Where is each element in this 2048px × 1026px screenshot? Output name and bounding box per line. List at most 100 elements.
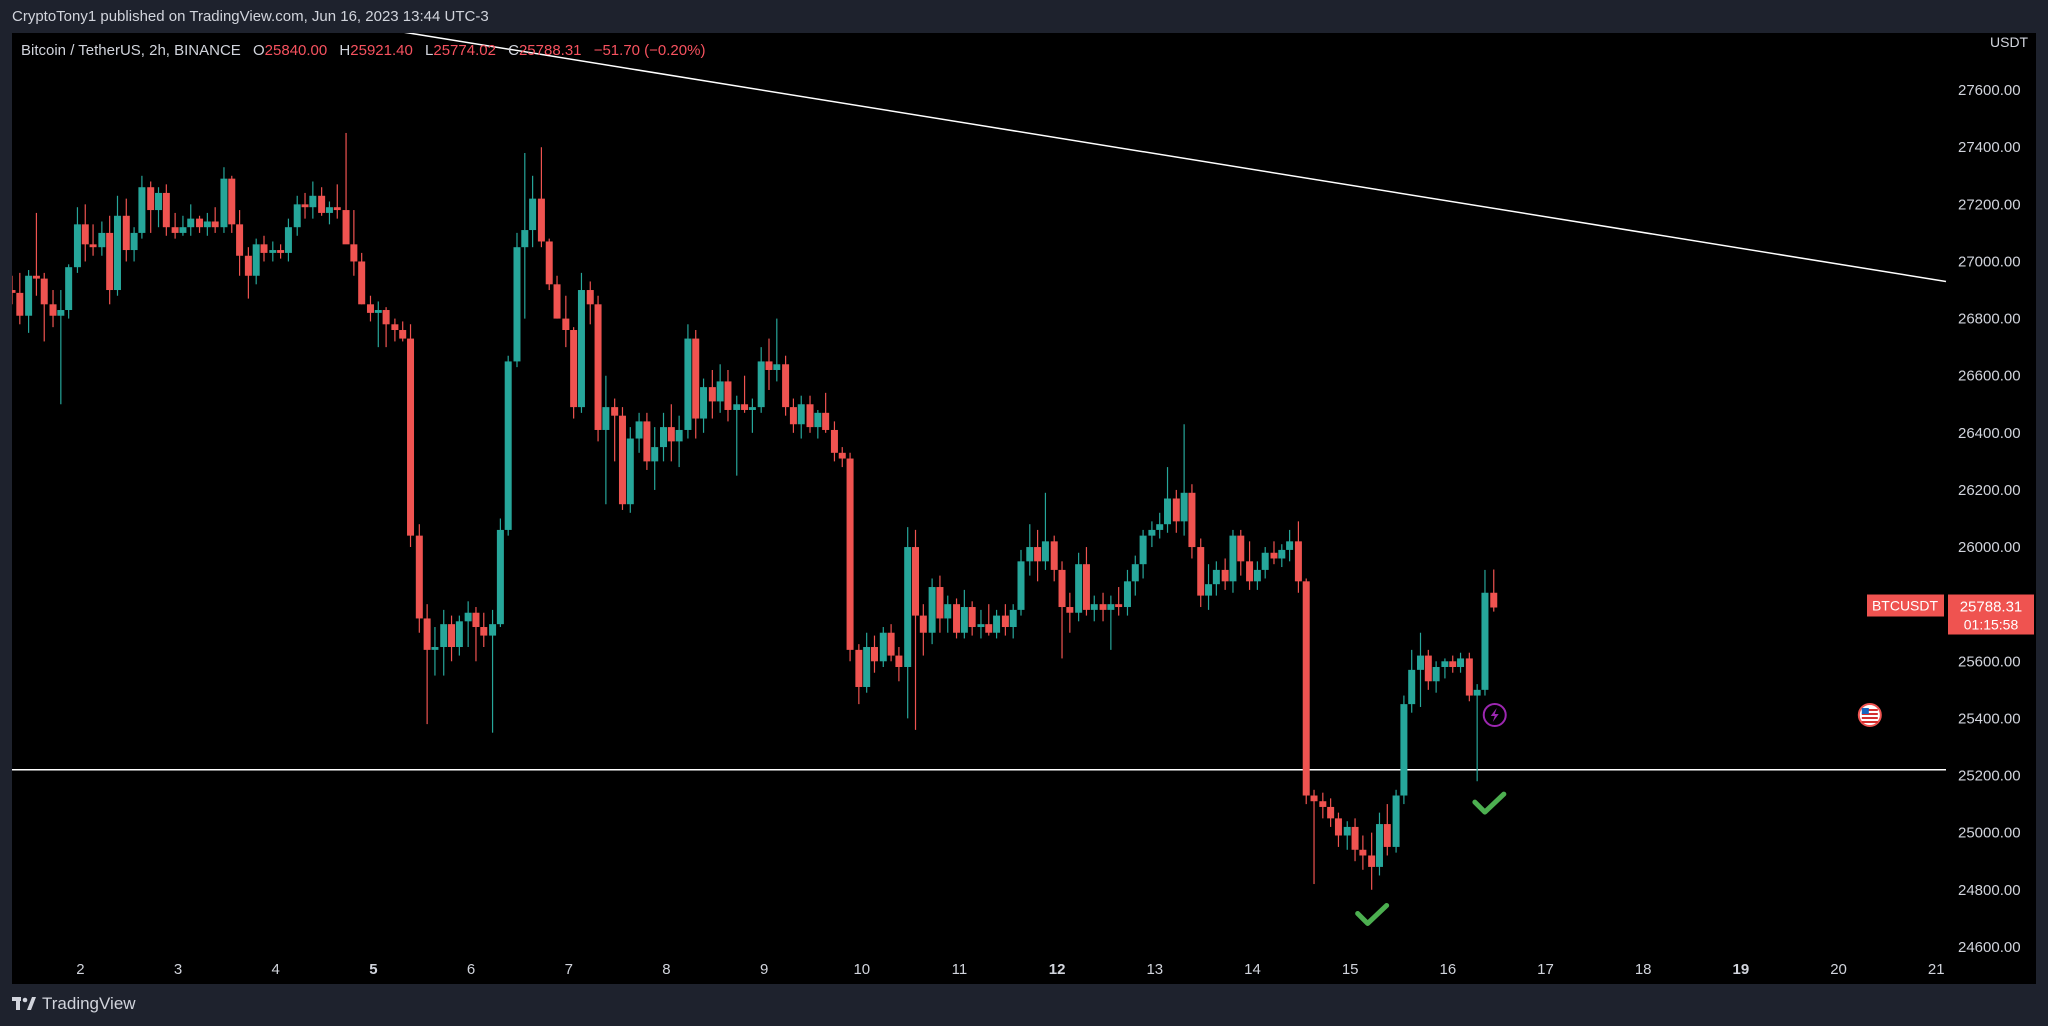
candle: [122, 198, 130, 262]
candle-body: [228, 178, 236, 225]
y-tick-label: 26000.00: [1958, 539, 2021, 556]
candle: [244, 247, 252, 299]
candle: [1359, 835, 1367, 870]
candle-body: [220, 178, 228, 228]
candle: [602, 375, 610, 505]
candle: [570, 327, 578, 419]
candle: [789, 398, 797, 433]
y-tick-label: 25000.00: [1958, 825, 2021, 842]
us-flag-icon-stripe: [1861, 717, 1878, 719]
legend-open: 25840.00: [264, 42, 328, 59]
candle: [1221, 558, 1229, 590]
candle: [741, 375, 749, 413]
candle-body: [1359, 849, 1367, 856]
candle-body: [789, 407, 797, 425]
legend-high: 25921.40: [350, 42, 413, 59]
candle-body: [1229, 535, 1237, 582]
candle-body: [455, 621, 463, 648]
candle-body: [244, 255, 252, 276]
candle-body: [1050, 541, 1058, 570]
candle: [1392, 789, 1400, 853]
candle: [521, 152, 529, 319]
y-tick-label: 24800.00: [1958, 882, 2021, 899]
candle: [162, 184, 170, 236]
candle: [684, 324, 692, 439]
chart-area[interactable]: USDT 24600.00 24800.00 25000.00 25200.00 2540…: [12, 33, 2036, 984]
candle: [333, 184, 341, 219]
candle: [269, 241, 277, 262]
candle: [594, 295, 602, 442]
candle: [651, 427, 659, 490]
candle: [863, 632, 871, 693]
candle-body: [138, 187, 146, 233]
us-flag-icon-stripe: [1861, 721, 1878, 723]
candle-body: [1261, 552, 1269, 570]
candle: [489, 609, 497, 733]
candle-body: [1343, 826, 1351, 836]
candle: [106, 215, 114, 305]
candle: [553, 275, 561, 319]
candle-body: [1481, 592, 1489, 690]
y-tick-label: 27400.00: [1958, 139, 2021, 156]
candle: [1302, 578, 1310, 805]
candle: [1058, 561, 1066, 659]
candle: [16, 272, 24, 325]
candle-body: [236, 224, 244, 256]
candle-body: [936, 587, 944, 619]
candle: [415, 524, 423, 633]
candle-body: [1034, 547, 1042, 562]
candle-body: [870, 647, 878, 662]
candle-body: [1131, 564, 1139, 582]
legend-close-label: C: [508, 42, 519, 59]
candle: [358, 252, 366, 305]
candle-body: [684, 338, 692, 430]
legend-symbol: Bitcoin / TetherUS, 2h, BINANCE: [21, 42, 241, 59]
candle-body: [1197, 547, 1205, 596]
candle: [236, 210, 244, 276]
candle: [382, 307, 390, 348]
candle: [1383, 804, 1391, 856]
candle-body: [171, 227, 179, 233]
candle: [765, 338, 773, 390]
candle: [504, 355, 512, 536]
candle-body: [504, 361, 512, 530]
candle-body: [700, 387, 708, 419]
candle-body: [40, 278, 48, 305]
candle: [309, 181, 317, 219]
candle-body: [1294, 541, 1302, 582]
candle: [1424, 649, 1432, 690]
us-flag-icon-stripe: [1861, 709, 1878, 711]
candle: [138, 175, 146, 239]
tradingview-brand[interactable]: TradingView: [12, 994, 136, 1014]
candle: [399, 321, 407, 342]
candle: [643, 412, 651, 470]
candle: [944, 595, 952, 633]
candle-body: [325, 207, 333, 213]
candle: [147, 181, 155, 233]
candle: [1441, 658, 1449, 679]
candle-body: [887, 632, 895, 656]
checkmark-icon: [1472, 791, 1507, 815]
candle-body: [284, 227, 292, 253]
candle: [1139, 529, 1147, 579]
y-tick-label: 25200.00: [1958, 768, 2021, 785]
candle: [220, 167, 228, 233]
candle-body: [977, 624, 985, 628]
candle: [1082, 547, 1090, 616]
candle: [919, 604, 927, 656]
candle: [1050, 535, 1058, 582]
candle-body: [521, 230, 529, 248]
candle-body: [122, 215, 130, 251]
candle-body: [830, 429, 838, 453]
candle: [480, 612, 488, 648]
candle-body: [1156, 524, 1164, 530]
candle: [1123, 569, 1131, 616]
candle: [1066, 592, 1074, 633]
candlestick-chart[interactable]: USDT24600.0024800.0025000.0025200.002540…: [12, 33, 2036, 984]
candle-body: [855, 649, 863, 687]
candle: [25, 270, 33, 333]
candle-body: [1473, 689, 1481, 696]
candle-body: [211, 221, 219, 228]
candle: [960, 589, 968, 639]
candle-body: [32, 275, 40, 279]
